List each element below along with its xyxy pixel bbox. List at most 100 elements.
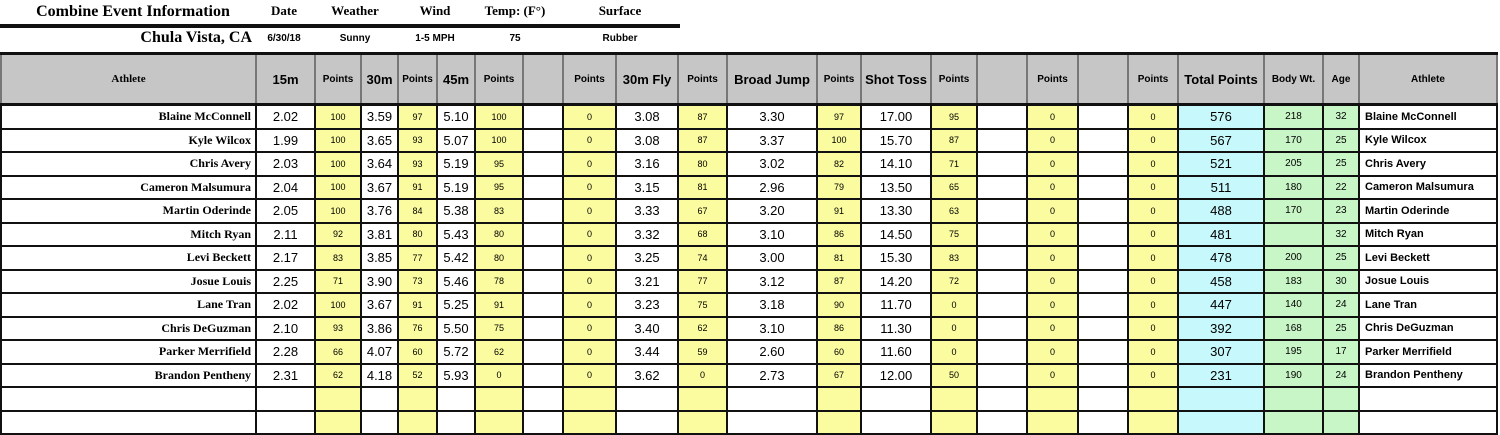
table-cell[interactable]: [1077, 103, 1129, 130]
athlete-cell[interactable]: Kyle Wilcox: [1358, 127, 1498, 153]
table-cell[interactable]: 63: [930, 198, 978, 224]
column-header[interactable]: Broad Jump: [726, 52, 818, 106]
table-cell[interactable]: 0: [1127, 103, 1179, 130]
table-cell[interactable]: 2.73: [726, 362, 818, 388]
column-header[interactable]: Points: [816, 52, 862, 106]
table-cell[interactable]: [976, 362, 1028, 388]
table-cell[interactable]: 25: [1322, 315, 1360, 341]
table-cell[interactable]: 0: [562, 221, 617, 247]
table-cell[interactable]: [1077, 245, 1129, 271]
table-cell[interactable]: 82: [816, 151, 862, 177]
table-cell[interactable]: 14.10: [860, 151, 932, 177]
table-cell[interactable]: 100: [314, 292, 362, 318]
table-cell[interactable]: 0: [562, 127, 617, 153]
table-cell[interactable]: [436, 386, 476, 412]
table-cell[interactable]: 77: [677, 268, 728, 294]
table-cell[interactable]: 100: [314, 174, 362, 200]
column-header[interactable]: [1077, 52, 1129, 106]
table-cell[interactable]: 481: [1177, 221, 1265, 247]
table-cell[interactable]: 87: [816, 268, 862, 294]
table-cell[interactable]: 3.08: [615, 103, 679, 130]
table-cell[interactable]: 3.15: [615, 174, 679, 200]
table-cell[interactable]: 478: [1177, 245, 1265, 271]
table-cell[interactable]: 0: [474, 362, 524, 388]
table-cell[interactable]: 2.17: [255, 245, 316, 271]
table-cell[interactable]: [522, 362, 564, 388]
table-cell[interactable]: 0: [562, 292, 617, 318]
table-cell[interactable]: 5.25: [436, 292, 476, 318]
table-cell[interactable]: 168: [1263, 315, 1324, 341]
table-cell[interactable]: 71: [930, 151, 978, 177]
table-cell[interactable]: 83: [314, 245, 362, 271]
table-cell[interactable]: 5.07: [436, 127, 476, 153]
table-cell[interactable]: [976, 174, 1028, 200]
table-cell[interactable]: 3.64: [360, 151, 399, 177]
table-cell[interactable]: [1077, 198, 1129, 224]
table-cell[interactable]: [1263, 386, 1324, 412]
athlete-cell[interactable]: Levi Beckett: [1358, 245, 1498, 271]
table-cell[interactable]: 0: [562, 198, 617, 224]
table-cell[interactable]: 100: [816, 127, 862, 153]
table-cell[interactable]: 100: [474, 103, 524, 130]
athlete-cell[interactable]: Lane Tran: [1358, 292, 1498, 318]
table-cell[interactable]: [1077, 292, 1129, 318]
table-cell[interactable]: 488: [1177, 198, 1265, 224]
table-cell[interactable]: 180: [1263, 174, 1324, 200]
table-cell[interactable]: 93: [397, 151, 438, 177]
table-cell[interactable]: [522, 245, 564, 271]
table-cell[interactable]: [1026, 409, 1079, 435]
column-header[interactable]: [522, 52, 564, 106]
athlete-cell[interactable]: Lane Tran: [0, 292, 257, 318]
table-cell[interactable]: [816, 409, 862, 435]
table-cell[interactable]: 567: [1177, 127, 1265, 153]
table-cell[interactable]: 0: [930, 292, 978, 318]
table-cell[interactable]: [615, 409, 679, 435]
table-cell[interactable]: 511: [1177, 174, 1265, 200]
table-cell[interactable]: 13.50: [860, 174, 932, 200]
table-cell[interactable]: 2.02: [255, 292, 316, 318]
table-cell[interactable]: 3.20: [726, 198, 818, 224]
column-header[interactable]: Points: [1026, 52, 1079, 106]
table-cell[interactable]: 15.30: [860, 245, 932, 271]
table-cell[interactable]: 0: [562, 339, 617, 365]
table-cell[interactable]: [976, 315, 1028, 341]
table-cell[interactable]: [816, 386, 862, 412]
table-cell[interactable]: 14.50: [860, 221, 932, 247]
table-cell[interactable]: 190: [1263, 362, 1324, 388]
column-header[interactable]: Points: [1127, 52, 1179, 106]
table-cell[interactable]: 0: [562, 174, 617, 200]
table-cell[interactable]: 4.18: [360, 362, 399, 388]
table-cell[interactable]: 5.50: [436, 315, 476, 341]
table-cell[interactable]: [522, 151, 564, 177]
table-cell[interactable]: 65: [930, 174, 978, 200]
table-cell[interactable]: 3.25: [615, 245, 679, 271]
column-header[interactable]: Points: [930, 52, 978, 106]
table-cell[interactable]: 0: [1127, 198, 1179, 224]
table-cell[interactable]: [474, 409, 524, 435]
table-cell[interactable]: 521: [1177, 151, 1265, 177]
table-cell[interactable]: 3.23: [615, 292, 679, 318]
table-cell[interactable]: [976, 339, 1028, 365]
table-cell[interactable]: 13.30: [860, 198, 932, 224]
table-cell[interactable]: [976, 245, 1028, 271]
table-cell[interactable]: 24: [1322, 292, 1360, 318]
table-cell[interactable]: [1127, 386, 1179, 412]
column-header[interactable]: Points: [397, 52, 438, 106]
table-cell[interactable]: 91: [816, 198, 862, 224]
athlete-cell[interactable]: [1358, 386, 1498, 412]
table-cell[interactable]: [1322, 409, 1360, 435]
athlete-cell[interactable]: Blaine McConnell: [0, 103, 257, 130]
table-cell[interactable]: 2.28: [255, 339, 316, 365]
table-cell[interactable]: 60: [816, 339, 862, 365]
table-cell[interactable]: 3.02: [726, 151, 818, 177]
table-cell[interactable]: [976, 268, 1028, 294]
table-cell[interactable]: 24: [1322, 362, 1360, 388]
column-header[interactable]: Age: [1322, 52, 1360, 106]
table-cell[interactable]: 3.86: [360, 315, 399, 341]
table-cell[interactable]: 0: [1127, 127, 1179, 153]
table-cell[interactable]: 100: [314, 151, 362, 177]
table-cell[interactable]: 11.70: [860, 292, 932, 318]
table-cell[interactable]: 14.20: [860, 268, 932, 294]
table-cell[interactable]: 3.76: [360, 198, 399, 224]
table-cell[interactable]: 97: [816, 103, 862, 130]
